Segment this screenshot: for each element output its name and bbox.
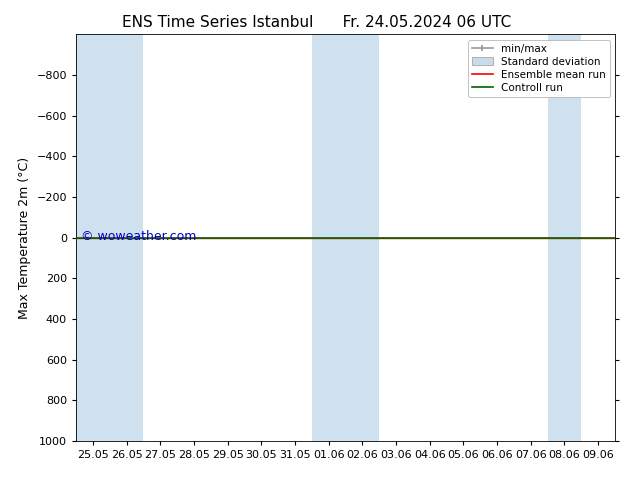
Bar: [548, 34, 581, 441]
Text: ENS Time Series Istanbul      Fr. 24.05.2024 06 UTC: ENS Time Series Istanbul Fr. 24.05.2024 …: [122, 15, 512, 30]
Text: © woweather.com: © woweather.com: [81, 230, 197, 244]
Y-axis label: Max Temperature 2m (°C): Max Temperature 2m (°C): [18, 157, 31, 318]
Bar: [312, 34, 379, 441]
Legend: min/max, Standard deviation, Ensemble mean run, Controll run: min/max, Standard deviation, Ensemble me…: [467, 40, 610, 97]
Bar: [76, 34, 143, 441]
